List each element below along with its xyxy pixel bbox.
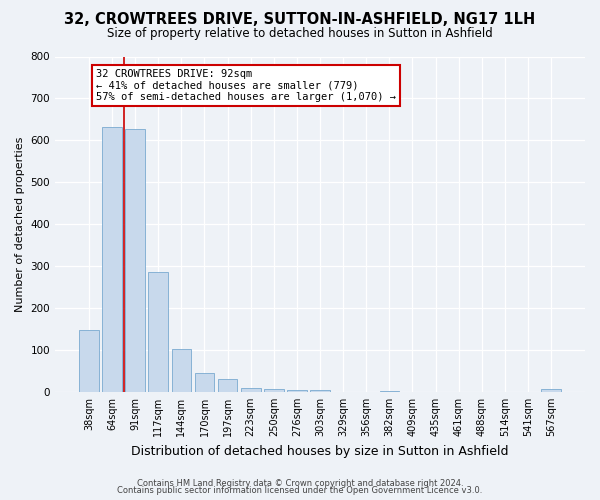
Bar xyxy=(102,127,122,392)
Text: Contains HM Land Registry data © Crown copyright and database right 2024.: Contains HM Land Registry data © Crown c… xyxy=(137,478,463,488)
Bar xyxy=(287,390,307,392)
Bar xyxy=(172,349,191,392)
Y-axis label: Number of detached properties: Number of detached properties xyxy=(15,136,25,312)
Text: Contains public sector information licensed under the Open Government Licence v3: Contains public sector information licen… xyxy=(118,486,482,495)
Text: 32, CROWTREES DRIVE, SUTTON-IN-ASHFIELD, NG17 1LH: 32, CROWTREES DRIVE, SUTTON-IN-ASHFIELD,… xyxy=(64,12,536,28)
Bar xyxy=(79,330,99,392)
Bar xyxy=(148,272,168,392)
Bar xyxy=(241,388,260,392)
Bar xyxy=(264,389,284,392)
Bar xyxy=(218,380,238,392)
X-axis label: Distribution of detached houses by size in Sutton in Ashfield: Distribution of detached houses by size … xyxy=(131,444,509,458)
Text: Size of property relative to detached houses in Sutton in Ashfield: Size of property relative to detached ho… xyxy=(107,28,493,40)
Bar xyxy=(310,390,330,392)
Bar xyxy=(541,388,561,392)
Bar xyxy=(380,390,399,392)
Bar xyxy=(194,373,214,392)
Bar xyxy=(125,128,145,392)
Text: 32 CROWTREES DRIVE: 92sqm
← 41% of detached houses are smaller (779)
57% of semi: 32 CROWTREES DRIVE: 92sqm ← 41% of detac… xyxy=(96,69,396,102)
